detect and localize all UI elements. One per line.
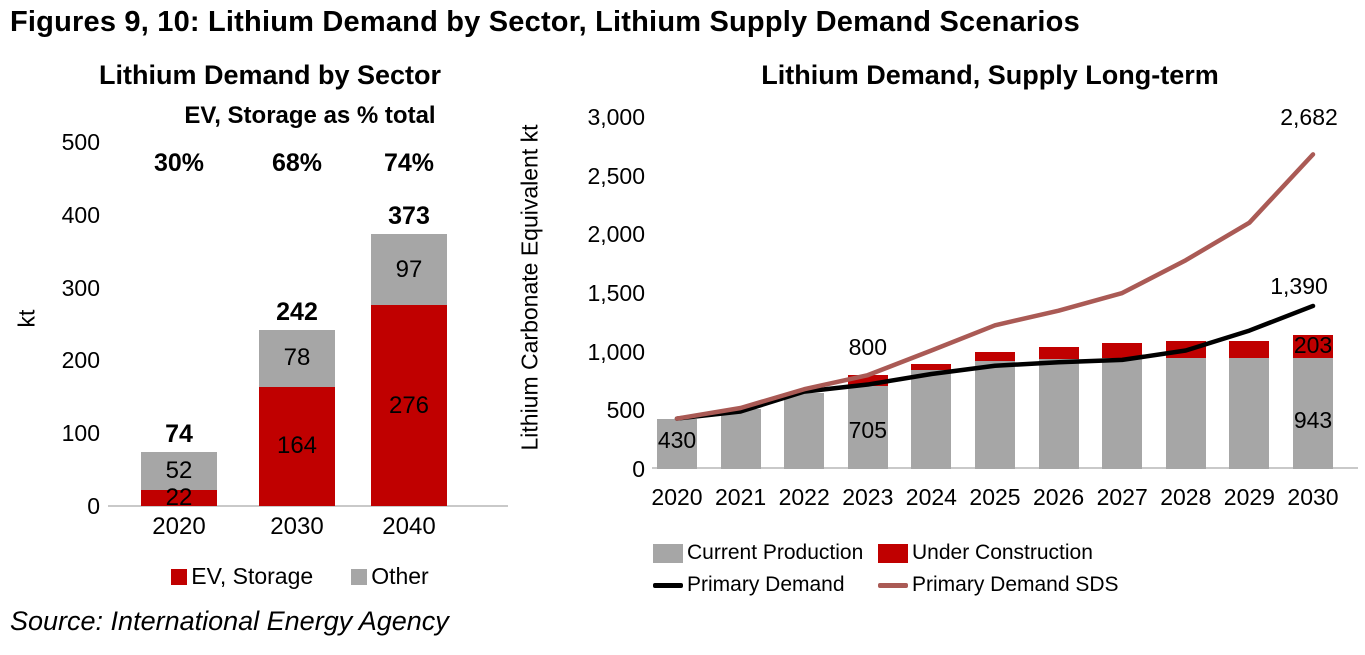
segment-label-ev: 22	[165, 483, 193, 511]
figure-title: Figures 9, 10: Lithium Demand by Sector,…	[10, 6, 1080, 38]
left-chart-subtitle: EV, Storage as % total	[184, 102, 436, 129]
data-label: 705	[848, 417, 887, 444]
bar-current-production-2020	[657, 418, 697, 469]
right-chart-y-axis-label: Lithium Carbonate Equivalent kt	[516, 124, 543, 451]
legend-label: Primary Demand	[687, 573, 845, 596]
legend-swatch-icon	[878, 543, 908, 563]
left-y-tick: 300	[61, 274, 100, 301]
left-y-tick: 0	[87, 493, 100, 519]
bar-under-construction-2027	[1102, 342, 1143, 359]
bar-under-construction-2028	[1165, 341, 1206, 358]
segment-label-other: 52	[165, 457, 193, 485]
left-y-tick: 400	[61, 201, 100, 228]
bar-under-construction-2029	[1229, 340, 1270, 358]
legend-swatch-icon	[351, 568, 368, 585]
x-axis-label: 2030	[270, 513, 324, 540]
x-axis-label: 2027	[1096, 484, 1148, 510]
x-axis-label: 2022	[778, 484, 830, 510]
bar-current-production-2029	[1229, 357, 1270, 469]
pct-label: 74%	[383, 149, 435, 177]
segment-label-ev: 276	[388, 391, 430, 419]
x-axis-label: 2020	[651, 484, 703, 510]
x-axis-label: 2028	[1160, 484, 1212, 510]
right-y-tick: 0	[632, 456, 645, 482]
legend-swatch-icon	[171, 568, 188, 585]
x-axis-label: 2020	[152, 513, 206, 540]
x-axis-label: 2026	[1033, 484, 1085, 510]
data-label: 1,390	[1270, 273, 1328, 299]
legend-line-icon	[878, 582, 908, 588]
total-label: 242	[276, 297, 318, 326]
legend-label: Other	[371, 563, 429, 589]
right-y-tick: 1,000	[587, 338, 645, 365]
left-y-tick: 100	[61, 420, 100, 447]
legend-item: Primary Demand	[653, 573, 845, 597]
pct-label: 30%	[153, 149, 205, 177]
bar-under-construction-2024	[911, 364, 952, 371]
bar-under-construction-2026	[1038, 347, 1079, 359]
x-axis-label: 2030	[1287, 484, 1339, 510]
left-y-tick: 500	[61, 129, 100, 155]
segment-label-other: 97	[395, 255, 423, 283]
source-note: Source: International Energy Agency	[10, 606, 449, 636]
legend-line-icon	[653, 582, 683, 588]
bar-segment-other-2040	[371, 234, 447, 306]
bar-segment-ev-2040	[371, 305, 447, 506]
bar-current-production-2028	[1165, 357, 1206, 469]
bar-current-production-2026	[1038, 358, 1079, 469]
pct-label: 68%	[271, 149, 323, 177]
legend-item: Current Production	[653, 541, 863, 565]
legend-item: EV, Storage	[171, 563, 313, 590]
bar-current-production-2025	[975, 361, 1015, 469]
legend-label: Primary Demand SDS	[912, 573, 1119, 596]
segment-label-other: 78	[283, 344, 311, 372]
left-x-axis-line	[108, 505, 508, 507]
right-y-tick: 3,000	[587, 104, 645, 131]
right-chart-title: Lithium Demand, Supply Long-term	[761, 60, 1219, 90]
bar-current-production-2027	[1102, 358, 1143, 469]
left-chart-y-axis-label: kt	[13, 309, 40, 328]
x-axis-label: 2024	[905, 484, 957, 510]
bar-current-production-2021	[720, 409, 761, 469]
legend-item: Under Construction	[878, 541, 1093, 565]
right-y-tick: 2,000	[587, 221, 645, 248]
bar-current-production-2024	[911, 370, 952, 469]
legend-label: Current Production	[687, 541, 864, 564]
segment-label-ev: 164	[276, 432, 318, 460]
bar-segment-other-2020	[141, 452, 217, 490]
data-label: 430	[657, 426, 697, 453]
total-label: 74	[165, 420, 193, 449]
x-axis-label: 2029	[1223, 484, 1275, 510]
data-label: 203	[1293, 332, 1333, 359]
left-chart-legend: EV, Storage Other	[100, 563, 500, 590]
data-label: 943	[1293, 406, 1333, 433]
bar-under-construction-2023	[847, 375, 888, 387]
total-label: 373	[388, 202, 430, 231]
x-axis-label: 2021	[715, 484, 767, 510]
legend-item: Primary Demand SDS	[878, 573, 1119, 597]
bar-current-production-2022	[784, 392, 825, 469]
bar-segment-other-2030	[259, 329, 335, 387]
x-axis-label: 2040	[382, 513, 436, 540]
bar-segment-ev-2030	[259, 386, 335, 506]
right-y-tick: 1,500	[587, 280, 645, 307]
bar-under-construction-2025	[975, 352, 1015, 362]
x-axis-label: 2025	[969, 484, 1021, 510]
legend-label: Under Construction	[912, 541, 1093, 564]
left-chart-title: Lithium Demand by Sector	[98, 60, 442, 90]
x-axis-label: 2023	[842, 484, 894, 510]
right-y-tick: 2,500	[587, 162, 645, 189]
legend-label: EV, Storage	[191, 563, 314, 589]
bar-segment-ev-2020	[141, 489, 217, 506]
legend-swatch-icon	[653, 543, 683, 563]
left-y-tick: 200	[61, 347, 100, 374]
right-y-tick: 500	[606, 397, 645, 424]
legend-item: Other	[351, 563, 429, 590]
data-label: 800	[848, 334, 887, 360]
data-label: 2,682	[1280, 104, 1338, 131]
